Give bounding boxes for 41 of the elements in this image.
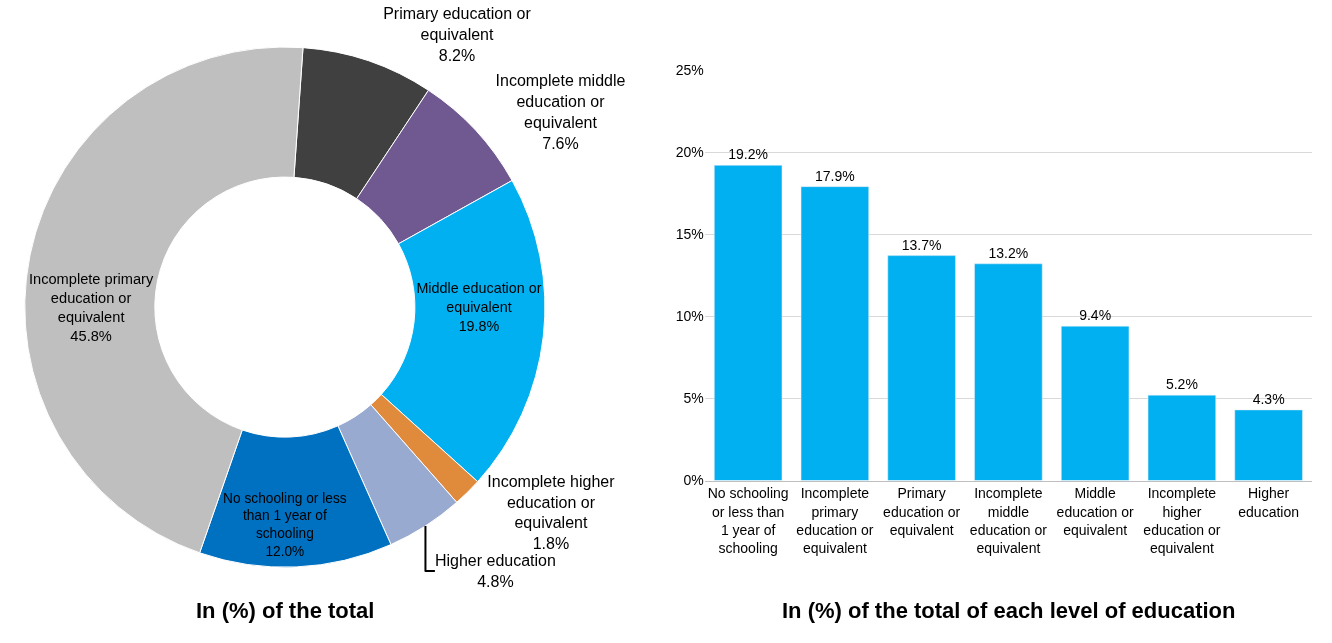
slice-label: Middle education or equivalent bbox=[416, 280, 542, 316]
y-tick-label: 10% bbox=[675, 308, 704, 325]
bar bbox=[974, 263, 1043, 481]
bar bbox=[887, 255, 956, 481]
slice-label: Incomplete middle education or equivalent bbox=[495, 72, 626, 131]
y-tick-label: 0% bbox=[683, 472, 704, 489]
x-tick-label: Incomplete higher education or equivalent bbox=[1143, 485, 1221, 556]
data-label: 1.8% bbox=[532, 535, 570, 553]
data-label: 19.2% bbox=[728, 146, 768, 163]
data-label: 9.4% bbox=[1079, 307, 1112, 324]
data-label: 17.9% bbox=[815, 167, 855, 184]
data-label: 19.8% bbox=[458, 317, 500, 334]
x-tick-label: Incomplete primary education or equivalent bbox=[796, 485, 874, 556]
data-label: 45.8% bbox=[70, 327, 112, 344]
text: In (%) of the total of each level of education bbox=[782, 598, 1236, 623]
bar bbox=[800, 186, 869, 481]
data-label: 8.2% bbox=[438, 46, 476, 64]
x-tick-label: Primary education or equivalent bbox=[883, 485, 961, 538]
data-label: 12.0% bbox=[265, 544, 305, 560]
y-tick-label: 15% bbox=[675, 226, 704, 243]
slice-label: Incomplete primary education or equivalent bbox=[28, 270, 154, 325]
x-tick-label: Middle education or equivalent bbox=[1056, 485, 1134, 538]
bar bbox=[1147, 394, 1216, 481]
text: In (%) of the total bbox=[196, 598, 375, 623]
y-tick-label: 5% bbox=[683, 390, 704, 407]
y-tick-label: 20% bbox=[675, 144, 704, 161]
x-tick-label: Incomplete middle education or equivalent bbox=[969, 485, 1048, 556]
x-tick-label: Higher education bbox=[1238, 485, 1299, 520]
data-label: 13.2% bbox=[988, 244, 1029, 261]
data-label: 4.8% bbox=[477, 572, 514, 590]
bar bbox=[1234, 409, 1303, 481]
data-label: 7.6% bbox=[542, 134, 579, 152]
data-label: 4.3% bbox=[1252, 390, 1285, 407]
slice-label: Primary education or equivalent bbox=[383, 5, 532, 44]
data-label: 5.2% bbox=[1165, 376, 1198, 393]
slice-label: Higher education bbox=[434, 552, 556, 570]
data-label: 13.7% bbox=[901, 236, 942, 253]
x-tick-label: No schooling or less than 1 year of schooling bbox=[707, 485, 789, 556]
y-tick-label: 25% bbox=[675, 62, 704, 79]
bar bbox=[714, 165, 783, 481]
bar bbox=[1061, 325, 1130, 481]
